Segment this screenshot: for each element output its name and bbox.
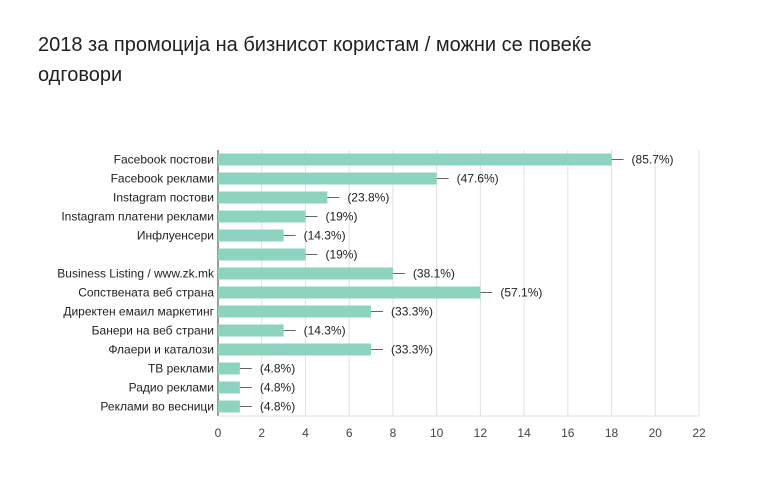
data-label: (14.3%): [304, 229, 346, 243]
category-labels: Facebook постови Facebook реклами Instagra…: [57, 153, 215, 414]
x-tick-label: 16: [561, 426, 575, 440]
category-label: Банери на веб страни: [92, 324, 214, 338]
bar: [218, 229, 284, 242]
gridlines: [217, 150, 700, 417]
data-label: (38.1%): [413, 267, 455, 281]
category-label: Facebook реклами: [111, 172, 214, 186]
x-tick-label: 8: [390, 426, 397, 440]
chart-title-line: одговори: [38, 64, 122, 86]
bar: [218, 381, 240, 394]
x-tick-labels: 0 2 4 6 8 10 12 14 16 18 20 22: [215, 426, 706, 440]
data-label: (19%): [325, 248, 357, 262]
bar: [218, 210, 306, 223]
bar: [218, 153, 612, 166]
chart-title: 2018 за промоција на бизнисот користам /…: [38, 34, 592, 86]
category-label: Сопствената веб страна: [78, 286, 214, 300]
x-tick-label: 10: [430, 426, 444, 440]
category-label: Инфлуенсери: [137, 229, 214, 243]
category-label: Facebook постови: [114, 153, 214, 167]
category-label: Business Listing / www.zk.mk: [57, 267, 215, 281]
bars: [218, 153, 624, 413]
data-label: (33.3%): [391, 343, 433, 357]
data-label: (4.8%): [260, 381, 295, 395]
bar: [218, 343, 372, 356]
x-tick-label: 22: [692, 426, 706, 440]
data-label: (4.8%): [260, 400, 295, 414]
x-tick-label: 20: [649, 426, 663, 440]
category-label: Флаери и каталози: [108, 343, 214, 357]
data-label: (19%): [325, 210, 357, 224]
category-label: Радио реклами: [129, 381, 214, 395]
data-labels: (85.7%) (47.6%) (23.8%) (19%) (14.3%) (19%) (3…: [260, 153, 674, 414]
x-tick-label: 0: [215, 426, 222, 440]
bar: [218, 248, 306, 261]
bar: [218, 400, 240, 413]
category-label: Instagram платени реклами: [61, 210, 214, 224]
bar: [218, 324, 284, 337]
x-tick-label: 12: [474, 426, 488, 440]
data-label: (14.3%): [304, 324, 346, 338]
bar: [218, 191, 328, 204]
x-tick-label: 2: [258, 426, 265, 440]
data-label: (57.1%): [500, 286, 542, 300]
category-label: Instagram постови: [113, 191, 214, 205]
data-label: (33.3%): [391, 305, 433, 319]
bar: [218, 362, 240, 375]
bar: [218, 172, 437, 185]
x-tick-label: 4: [302, 426, 309, 440]
category-label: Реклами во весници: [100, 400, 214, 414]
data-label: (4.8%): [260, 362, 295, 376]
x-tick-label: 6: [346, 426, 353, 440]
data-label: (85.7%): [632, 153, 674, 167]
chart-title-line: 2018 за промоција на бизнисот користам /…: [38, 34, 592, 56]
category-label: Директен емаил маркетинг: [63, 305, 214, 319]
category-label: ТВ реклами: [148, 362, 214, 376]
bar: [218, 286, 481, 299]
data-label: (47.6%): [457, 172, 499, 186]
data-label: (23.8%): [347, 191, 389, 205]
bar: [218, 267, 393, 280]
x-tick-label: 18: [605, 426, 619, 440]
bar: [218, 305, 372, 318]
x-tick-label: 14: [517, 426, 531, 440]
